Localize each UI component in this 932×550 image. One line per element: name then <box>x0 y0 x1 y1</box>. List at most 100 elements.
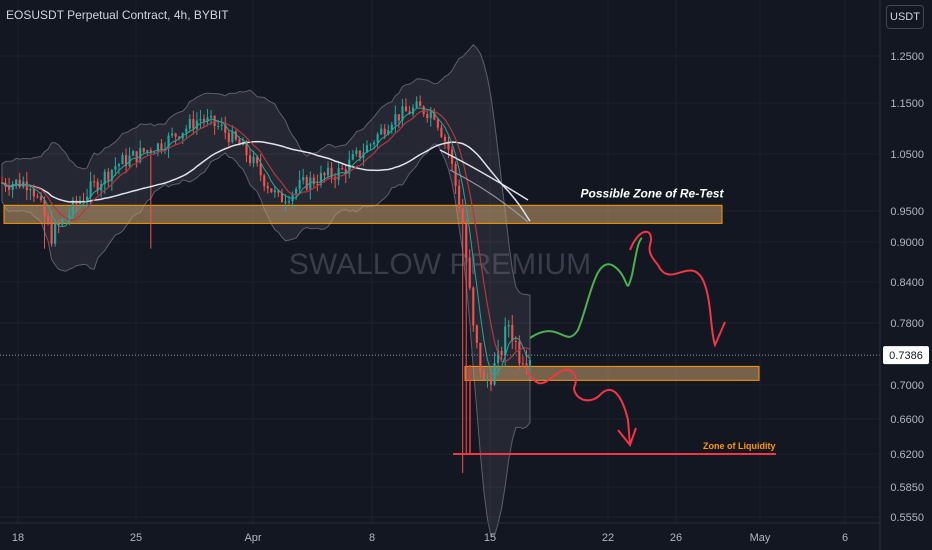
candle-body <box>518 341 521 364</box>
candle-body <box>309 177 312 190</box>
currency-button[interactable]: USDT <box>886 5 924 29</box>
candle-body <box>238 139 241 146</box>
candle-body <box>277 190 280 193</box>
candle-body <box>213 115 216 127</box>
candle-body <box>146 150 149 152</box>
candle-body <box>273 190 276 193</box>
candle-body <box>429 111 432 118</box>
candle-body <box>465 224 468 258</box>
ma-grey-ext <box>449 169 529 223</box>
candle-body <box>458 185 461 209</box>
symbol-title: EOSUSDT Perpetual Contract, 4h, BYBIT <box>6 8 229 22</box>
candle-body <box>85 196 89 201</box>
candle-body <box>178 136 181 139</box>
candle-body <box>390 124 393 131</box>
candle-body <box>479 342 482 372</box>
candle-body <box>330 167 333 178</box>
candle-body <box>528 359 532 366</box>
candle-body <box>185 128 188 133</box>
candle-body <box>404 106 408 112</box>
current-price-value: 0.7386 <box>889 350 923 362</box>
candle-body <box>47 216 50 222</box>
candle-body <box>511 324 514 342</box>
candle-body <box>171 133 174 136</box>
price-tick-label: 0.6600 <box>890 414 924 426</box>
candle-body <box>411 107 415 114</box>
candle-body <box>263 175 266 187</box>
candle-body <box>525 363 528 366</box>
candle-body <box>426 114 429 118</box>
candle-body <box>206 117 209 122</box>
candle-body <box>443 136 447 142</box>
price-tick-label: 0.6200 <box>890 449 924 461</box>
candle-body <box>15 179 18 185</box>
price-tick-label: 0.5550 <box>890 512 924 524</box>
candle-body <box>302 177 305 181</box>
candle-body <box>220 124 223 126</box>
candle-body <box>355 150 358 155</box>
ma-white-ext <box>439 149 529 201</box>
bollinger-band <box>1 44 531 537</box>
candle-body <box>482 371 485 380</box>
candle-body <box>500 350 503 356</box>
candle-body <box>43 199 46 217</box>
candle-body <box>369 144 372 146</box>
bullish-path <box>529 237 643 339</box>
candle-body <box>295 189 298 194</box>
candle-body <box>504 326 507 356</box>
candle-body <box>287 201 291 203</box>
candle-body <box>497 350 500 363</box>
candle-body <box>266 186 269 189</box>
candle-body <box>18 179 21 188</box>
candle-body <box>454 163 457 186</box>
candle-body <box>252 156 255 164</box>
candle-body <box>82 200 85 202</box>
watermark: SWALLOW PREMIUM <box>289 248 591 281</box>
candle-body <box>358 150 361 158</box>
candle-body <box>408 111 411 114</box>
bearish-path-upper <box>629 230 726 348</box>
candle-body <box>256 156 259 164</box>
candle-body <box>202 118 206 122</box>
time-tick-label: 6 <box>842 532 848 544</box>
candle-body <box>210 115 213 118</box>
candle-body <box>433 111 436 120</box>
price-tick-label: 0.9000 <box>890 237 924 249</box>
candle-body <box>231 131 234 143</box>
candle-body <box>344 169 347 174</box>
candle-body <box>107 171 110 181</box>
candle-body <box>248 155 252 164</box>
candle-body <box>351 154 354 160</box>
candle-body <box>224 124 227 133</box>
candle-body <box>149 150 152 153</box>
candle-body <box>341 168 344 170</box>
time-axis[interactable]: 18 25 Apr 8 15 22 26 May 6 <box>0 522 880 544</box>
candle-body <box>323 172 326 176</box>
price-tick-label: 0.8400 <box>890 277 924 289</box>
ma-white <box>1 140 531 222</box>
retest-zone <box>3 204 723 224</box>
candle-body <box>68 214 71 219</box>
candle-body <box>71 200 74 215</box>
candle-body <box>291 193 294 202</box>
candle-body <box>383 128 386 135</box>
candle-body <box>486 379 489 381</box>
candle-body <box>96 181 99 191</box>
candle-body <box>29 188 32 191</box>
candle-body <box>373 142 376 145</box>
candle-body <box>32 188 35 197</box>
candle-body <box>489 379 493 385</box>
time-tick-label: May <box>750 532 771 544</box>
candle-body <box>387 130 390 135</box>
price-axis[interactable]: 1.2500 1.1500 1.0500 0.9500 0.9000 0.8400 0.78… <box>879 0 932 550</box>
price-axis-bg <box>880 0 932 550</box>
candle-body <box>103 171 106 184</box>
candle-body <box>54 224 57 244</box>
candle-body <box>227 132 230 143</box>
ma-green <box>1 107 531 377</box>
time-tick-label: 25 <box>130 532 142 544</box>
ma-red <box>1 109 531 363</box>
time-tick-label: Apr <box>244 532 261 544</box>
candle-body <box>192 119 195 129</box>
